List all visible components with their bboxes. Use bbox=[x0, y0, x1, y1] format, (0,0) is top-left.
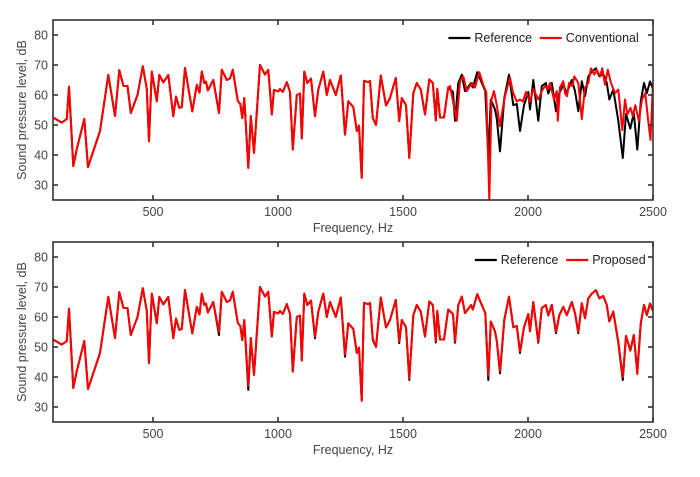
y-tick-label: 30 bbox=[34, 401, 48, 415]
y-axis-label: Sound pressure level, dB bbox=[15, 262, 29, 402]
x-axis-label: Frequency, Hz bbox=[313, 221, 393, 235]
x-tick-label: 2000 bbox=[514, 205, 542, 219]
y-tick-label: 50 bbox=[34, 341, 48, 355]
series-line-conventional bbox=[53, 64, 653, 200]
axes-box bbox=[52, 19, 654, 201]
legend: Proposed Reference bbox=[474, 253, 646, 267]
y-tick-label: 60 bbox=[34, 89, 48, 103]
y-tick-label: 30 bbox=[34, 179, 48, 193]
series-line-proposed bbox=[53, 286, 653, 402]
y-tick-label: 40 bbox=[34, 149, 48, 163]
x-tick-label: 2000 bbox=[514, 427, 542, 441]
x-tick-label: 2500 bbox=[639, 427, 667, 441]
x-tick-label: 1000 bbox=[264, 427, 292, 441]
y-tick-label: 60 bbox=[34, 311, 48, 325]
x-tick-label: 500 bbox=[143, 427, 164, 441]
y-tick-label: 50 bbox=[34, 119, 48, 133]
legend-label: Reference bbox=[501, 253, 559, 267]
legend-label: Conventional bbox=[566, 31, 639, 45]
x-tick-label: 1500 bbox=[389, 205, 417, 219]
axes-box bbox=[52, 241, 654, 423]
chart-panel-2: 500 1000 1500 2000 2500 30 40 50 60 70 80 Frequency… bbox=[15, 241, 667, 457]
y-axis-label: Sound pressure level, dB bbox=[15, 40, 29, 180]
chart-panel-1: 500 1000 1500 2000 2500 30 40 50 60 70 80 Frequency… bbox=[15, 19, 667, 235]
x-tick-label: 2500 bbox=[639, 205, 667, 219]
legend-label: Reference bbox=[474, 31, 532, 45]
legend: Conventional Reference bbox=[448, 31, 639, 45]
x-tick-label: 500 bbox=[143, 205, 164, 219]
legend-label: Proposed bbox=[592, 253, 646, 267]
y-tick-label: 40 bbox=[34, 371, 48, 385]
y-tick-label: 80 bbox=[34, 29, 48, 43]
y-tick-label: 70 bbox=[34, 59, 48, 73]
y-tick-label: 80 bbox=[34, 251, 48, 265]
y-tick-label: 70 bbox=[34, 281, 48, 295]
x-tick-label: 1000 bbox=[264, 205, 292, 219]
x-axis-label: Frequency, Hz bbox=[313, 443, 393, 457]
series-line-reference bbox=[53, 286, 653, 401]
x-tick-label: 1500 bbox=[389, 427, 417, 441]
